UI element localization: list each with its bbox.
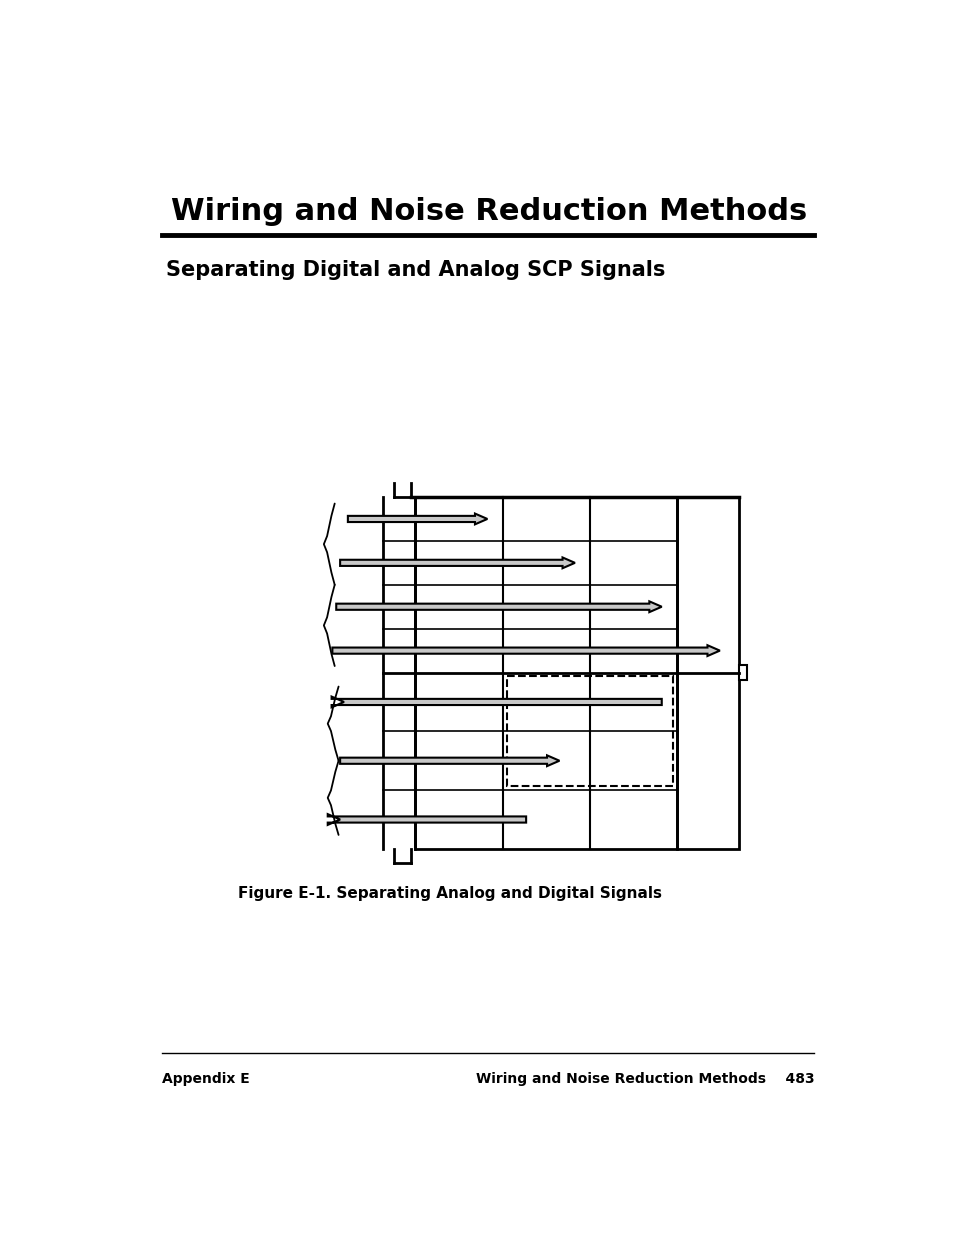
Text: Wiring and Noise Reduction Methods: Wiring and Noise Reduction Methods bbox=[171, 196, 806, 226]
FancyArrow shape bbox=[348, 514, 487, 525]
FancyArrow shape bbox=[332, 645, 720, 656]
Text: Appendix E: Appendix E bbox=[162, 1072, 250, 1087]
FancyArrow shape bbox=[340, 557, 575, 568]
Bar bbox=[415, 496, 677, 848]
FancyArrow shape bbox=[332, 697, 661, 708]
Text: Separating Digital and Analog SCP Signals: Separating Digital and Analog SCP Signal… bbox=[166, 259, 664, 280]
Text: Wiring and Noise Reduction Methods    483: Wiring and Noise Reduction Methods 483 bbox=[476, 1072, 814, 1087]
Text: Figure E-1. Separating Analog and Digital Signals: Figure E-1. Separating Analog and Digita… bbox=[238, 885, 661, 900]
Bar bbox=[677, 496, 739, 848]
FancyArrow shape bbox=[340, 756, 558, 766]
FancyArrow shape bbox=[335, 601, 661, 613]
Bar bbox=[739, 664, 746, 680]
Bar bbox=[506, 677, 673, 787]
FancyArrow shape bbox=[328, 814, 525, 825]
